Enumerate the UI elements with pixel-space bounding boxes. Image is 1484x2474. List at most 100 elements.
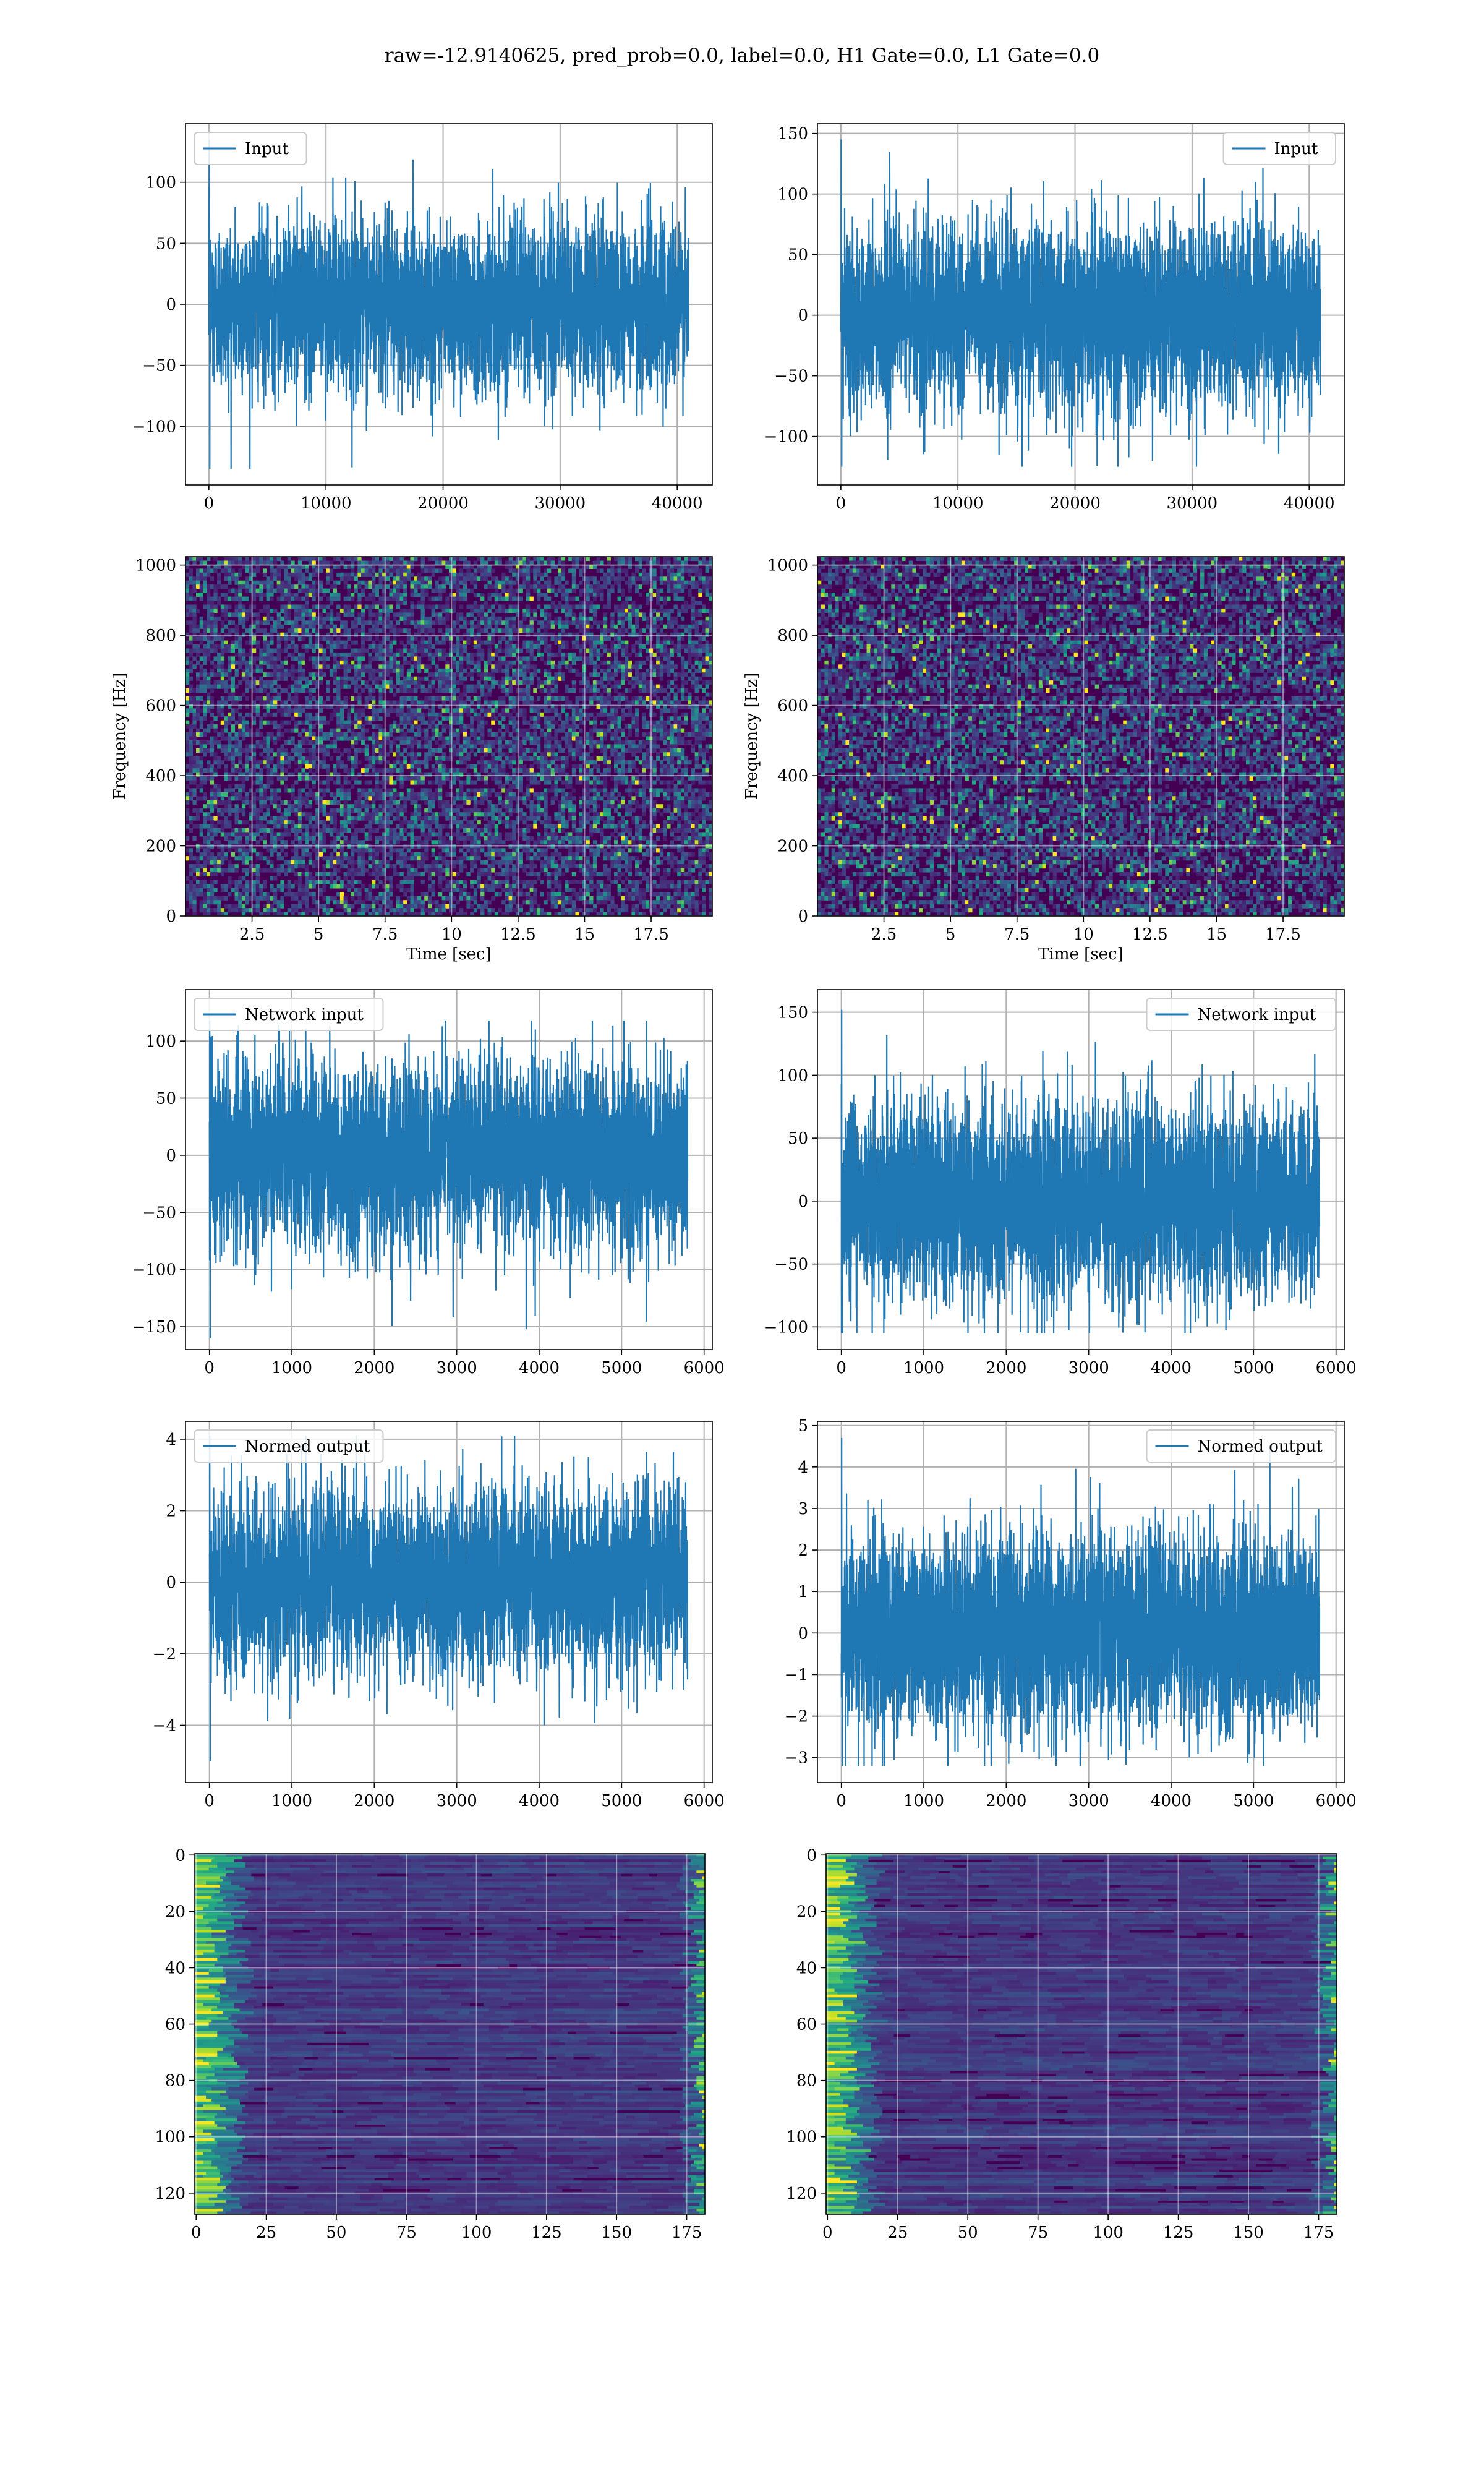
heatmap-cell (705, 684, 709, 689)
heatmap-cell (196, 688, 200, 693)
heatmap-cell (189, 593, 193, 597)
heatmap-cell (617, 596, 621, 601)
heatmap-cell (694, 572, 699, 577)
heatmap-cell (698, 601, 702, 606)
heatmap-cell (399, 568, 404, 573)
heatmap-cell (459, 580, 464, 585)
heatmap-cell (646, 601, 650, 606)
legend: Input (1222, 132, 1336, 165)
heatmap-cell (508, 584, 513, 589)
heatmap-cell (709, 644, 712, 649)
heatmap-cell (263, 580, 267, 585)
heatmap-cell (667, 576, 671, 581)
heatmap-cell (702, 680, 706, 685)
heatmap-cell (305, 588, 309, 593)
heatmap-cell (406, 560, 411, 565)
heatmap-cell (192, 604, 197, 609)
heatmap-cell (224, 720, 228, 725)
heatmap-cell (241, 676, 246, 681)
heatmap-cell (287, 720, 291, 725)
heatmap-cell (382, 584, 386, 589)
heatmap-cell (427, 748, 432, 753)
heatmap-cell (284, 568, 288, 573)
heatmap-cell (522, 612, 527, 617)
heatmap-cell (427, 636, 432, 641)
heatmap-cell (631, 748, 636, 753)
heatmap-cell (280, 596, 284, 601)
heatmap-cell (203, 660, 207, 665)
heatmap-cell (487, 748, 492, 753)
heatmap-cell (519, 572, 523, 577)
heatmap-cell (224, 724, 228, 729)
heatmap-cell (339, 660, 344, 665)
heatmap-cell (473, 744, 478, 749)
heatmap-cell (308, 557, 313, 562)
heatmap-cell (575, 732, 579, 737)
heatmap-cell (579, 652, 583, 657)
heatmap-cell (463, 564, 467, 569)
heatmap-cell (389, 640, 393, 645)
heatmap-cell (280, 593, 284, 597)
heatmap-cell (312, 756, 316, 761)
heatmap-cell (308, 672, 313, 677)
heatmap-cell (351, 612, 355, 617)
heatmap-cell (438, 732, 443, 737)
heatmap-cell (192, 580, 197, 585)
heatmap-cell (656, 616, 660, 621)
heatmap-cell (382, 672, 386, 677)
plot-area (186, 557, 712, 916)
heatmap-cell (273, 676, 278, 681)
heatmap-cell (505, 744, 510, 749)
heatmap-cell (203, 580, 207, 585)
heatmap-cell (663, 580, 667, 585)
heatmap-cell (477, 612, 481, 617)
heatmap-cell (484, 624, 488, 629)
heatmap-cell (427, 568, 432, 573)
heatmap-cell (673, 664, 678, 669)
heatmap-cell (649, 564, 654, 569)
heatmap-cell (631, 572, 636, 577)
heatmap-cell (339, 632, 344, 637)
heatmap-cell (592, 588, 597, 593)
heatmap-cell (339, 716, 344, 721)
heatmap-cell (498, 744, 502, 749)
heatmap-cell (326, 720, 330, 725)
heatmap-cell (473, 604, 478, 609)
heatmap-cell (389, 668, 393, 673)
heatmap-cell (441, 652, 446, 657)
heatmap-cell (667, 612, 671, 617)
heatmap-cell (477, 672, 481, 677)
heatmap-cell (238, 652, 242, 657)
heatmap-cell (228, 568, 232, 573)
heatmap-cell (210, 724, 215, 729)
heatmap-cell (220, 696, 225, 701)
heatmap-cell (449, 736, 453, 741)
heatmap-cell (456, 584, 460, 589)
heatmap-cell (610, 712, 615, 717)
heatmap-cell (252, 620, 257, 625)
heatmap-cell (280, 756, 284, 761)
heatmap-cell (526, 692, 531, 697)
heatmap-cell (544, 708, 548, 713)
heatmap-cell (537, 736, 541, 741)
heatmap-cell (375, 616, 379, 621)
heatmap-cell (705, 732, 709, 737)
heatmap-cell (702, 732, 706, 737)
heatmap-cell (347, 612, 351, 617)
heatmap-cell (456, 752, 460, 757)
heatmap-cell (312, 584, 316, 589)
heatmap-cell (343, 720, 348, 725)
heatmap-cell (270, 557, 274, 562)
heatmap-cell (558, 640, 562, 645)
heatmap-cell (284, 612, 288, 617)
heatmap-cell (473, 568, 478, 573)
heatmap-cell (449, 684, 453, 689)
heatmap-cell (508, 580, 513, 585)
heatmap-cell (673, 596, 678, 601)
heatmap-cell (203, 636, 207, 641)
heatmap-cell (263, 712, 267, 717)
heatmap-cell (494, 576, 499, 581)
heatmap-cell (441, 620, 446, 625)
heatmap-cell (228, 604, 232, 609)
heatmap-cell (642, 720, 646, 725)
